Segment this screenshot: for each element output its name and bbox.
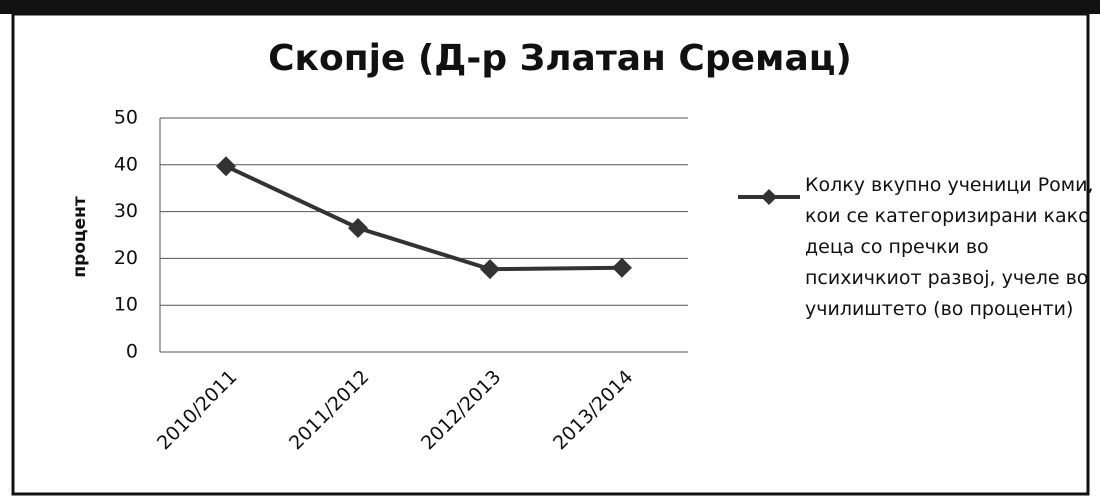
chart-frame bbox=[11, 12, 1090, 496]
chart-title: Скопје (Д-р Златан Сремац) bbox=[268, 38, 852, 79]
marker bbox=[612, 257, 632, 278]
marker bbox=[480, 259, 500, 280]
top-strip bbox=[0, 0, 1100, 14]
legend-label: Колку вкупно ученици Роми, кои се катего… bbox=[805, 174, 1094, 320]
marker bbox=[348, 217, 368, 238]
y-tick-label: 30 bbox=[114, 200, 138, 222]
y-tick-label: 20 bbox=[114, 247, 138, 269]
legend-marker bbox=[761, 189, 777, 205]
series-line bbox=[225, 164, 623, 272]
y-tick-label: 40 bbox=[114, 153, 138, 175]
marker bbox=[216, 156, 236, 177]
y-tick-label: 50 bbox=[114, 107, 138, 129]
y-tick-label: 0 bbox=[126, 341, 138, 363]
y-axis-label: процент bbox=[70, 196, 90, 277]
y-tick-label: 10 bbox=[114, 294, 138, 316]
